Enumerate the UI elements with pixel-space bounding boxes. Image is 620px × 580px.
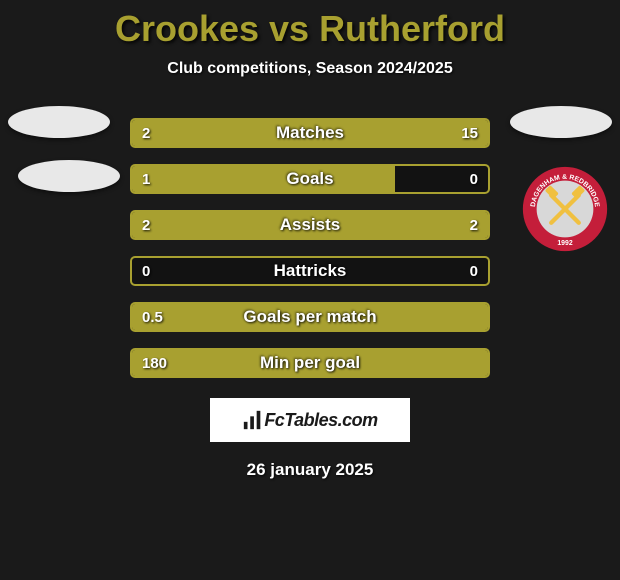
team-logo-placeholder-left-2	[18, 160, 120, 192]
fctables-text: FcTables.com	[264, 410, 377, 431]
stat-row: 22Assists	[130, 210, 490, 240]
subtitle: Club competitions, Season 2024/2025	[0, 60, 620, 78]
bar-chart-icon	[242, 409, 264, 431]
stat-label: Goals	[132, 166, 488, 192]
stats-area: DAGENHAM & REDBRIDGE 1992 215Matches 10Go…	[0, 118, 620, 378]
stat-row: 215Matches	[130, 118, 490, 148]
page-title: Crookes vs Rutherford	[0, 0, 620, 50]
stat-row: 00Hattricks	[130, 256, 490, 286]
date-line: 26 january 2025	[0, 460, 620, 480]
stat-label: Assists	[132, 212, 488, 238]
player1-name: Crookes	[115, 8, 259, 49]
stat-label: Hattricks	[132, 258, 488, 284]
stats-infographic: Crookes vs Rutherford Club competitions,…	[0, 0, 620, 580]
stat-row: 10Goals	[130, 164, 490, 194]
club-badge-svg: DAGENHAM & REDBRIDGE 1992	[522, 166, 608, 252]
comparison-bars: 215Matches 10Goals 22Assists 00Hattricks 0.5…	[130, 118, 490, 378]
club-badge: DAGENHAM & REDBRIDGE 1992	[522, 166, 608, 252]
stat-label: Matches	[132, 120, 488, 146]
fctables-logo[interactable]: FcTables.com	[210, 398, 410, 442]
player2-name: Rutherford	[319, 8, 505, 49]
vs-separator: vs	[259, 8, 319, 49]
team-logo-placeholder-right-1	[510, 106, 612, 138]
team-logo-placeholder-left-1	[8, 106, 110, 138]
badge-year: 1992	[557, 240, 572, 247]
stat-row: 180Min per goal	[130, 348, 490, 378]
stat-label: Goals per match	[132, 304, 488, 330]
stat-label: Min per goal	[132, 350, 488, 376]
stat-row: 0.5Goals per match	[130, 302, 490, 332]
